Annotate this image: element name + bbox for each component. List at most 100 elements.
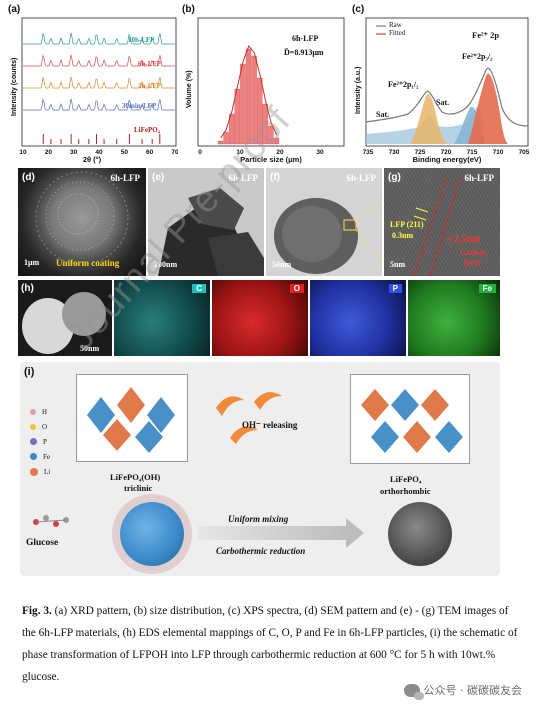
lfp-name: LiFePO₄	[390, 474, 422, 484]
panel-g-thickness: ≈ 2.5nm	[446, 234, 481, 245]
panel-g-layer2: layer	[464, 258, 482, 267]
panel-c-label: (c)	[352, 4, 365, 15]
xps-legend-raw: Raw	[389, 21, 402, 29]
size-bar	[257, 77, 263, 145]
panel-h-haadf-image: (h) 50nm	[18, 280, 112, 356]
panel-d-tag: 6h-LFP	[110, 173, 140, 183]
size-bar	[229, 113, 235, 145]
xrd-series-1: 10h-LFP	[128, 36, 155, 44]
panel-e-scale: 200nm	[154, 260, 178, 269]
wechat-badge: 公众号 · 碳碳碳友会	[403, 682, 523, 700]
eds-map-o-badge: O	[289, 284, 304, 293]
tem-e-shapes	[158, 188, 264, 276]
panel-e-label: (e)	[152, 172, 165, 183]
xps-tick-label: 735	[363, 149, 374, 156]
panel-e-tag: 6h-LFP	[228, 173, 258, 183]
xrd-trace	[23, 32, 175, 45]
size-title: 6h-LFP	[292, 34, 319, 43]
process-arrow	[198, 526, 348, 540]
legend-o: O	[30, 419, 70, 434]
xps-tick-label: 725	[415, 149, 426, 156]
lfp-crystal-box	[350, 374, 470, 464]
glucose-text: Glucose	[26, 538, 59, 548]
size-bar	[273, 137, 280, 145]
panel-f-scale: 50nm	[272, 260, 292, 269]
xps-chart: 735 730 725 720 715 710 705 Intensity (a.u.) B…	[355, 17, 530, 164]
step-mixing: Uniform mixing	[228, 514, 289, 524]
xps-fe2p: Fe²⁺ 2p	[472, 30, 500, 40]
lfpoh-crystal-icon	[87, 387, 175, 453]
xrd-tick-label: 60	[146, 149, 154, 156]
xps-xlabel: Binding energy(eV)	[413, 155, 482, 164]
xps-tick-label: 730	[389, 149, 400, 156]
xrd-tick-label: 10	[19, 149, 27, 156]
size-bar	[251, 55, 257, 145]
wechat-icon	[403, 683, 424, 700]
legend-p: P	[30, 434, 70, 449]
panel-d-label: (d)	[22, 172, 35, 183]
xps-ylabel: Intensity (a.u.)	[355, 67, 362, 114]
lfpoh-name: LiFePO₄(OH)	[110, 472, 161, 482]
xps-sat2: Sat.	[436, 98, 450, 107]
xps-tick-label: 705	[519, 149, 530, 156]
panel-c: (c) 735 730 725 720 715 710 705 Intensity (a.u…	[350, 4, 532, 164]
caption-text: (a) XRD pattern, (b) size distribution, …	[22, 605, 518, 683]
xrd-series-5: LiFePO₄	[134, 126, 160, 134]
xps-tick-label: 720	[441, 149, 452, 156]
panel-f-label: (f)	[270, 172, 280, 183]
hrtem-overlay	[413, 177, 461, 276]
eds-map-c-badge: C	[192, 284, 206, 293]
lfpoh-crystal-box	[76, 374, 188, 462]
wechat-text: 公众号 · 碳碳碳友会	[423, 684, 523, 697]
size-bar	[217, 140, 224, 145]
xrd-tick-label: 20	[45, 149, 53, 156]
figure-number: Fig. 3.	[22, 605, 52, 617]
xrd-trace	[23, 76, 175, 89]
size-fit-curve	[220, 44, 278, 139]
size-xlabel: Particle size (μm)	[240, 155, 302, 164]
panel-i-schematic: (i) H O P Fe Li LiFePO₄(OH) triclinic OH…	[20, 362, 500, 576]
panel-a-label: (a)	[8, 4, 21, 15]
lfp-particle	[388, 502, 452, 566]
size-ylabel: Volume (%)	[186, 70, 193, 108]
xrd-trace	[23, 98, 175, 111]
panel-g-layer1: Carbon	[460, 248, 487, 257]
legend-fe: Fe	[30, 449, 70, 464]
eds-map-o: O	[212, 280, 308, 356]
panel-d-note: Uniform coating	[56, 258, 120, 268]
size-bar	[268, 125, 274, 145]
xps-tick-label: 710	[493, 149, 504, 156]
panel-g-hrtem-image: (g) 6h-LFP LFP (211) 0.3nm ≈ 2.5nm Carbo…	[384, 168, 500, 276]
xps-legend-fitted: Fitted	[389, 29, 406, 37]
atom-legend: H O P Fe Li	[30, 404, 70, 479]
xps-p12: Fe²⁺2p₁/₂	[388, 80, 419, 89]
xps-p32: Fe²⁺2p₃/₂	[462, 52, 493, 61]
oh-release-text: OH⁻ releasing	[242, 420, 298, 430]
size-tick-label: 30	[316, 149, 324, 156]
eds-map-c: C	[114, 280, 210, 356]
eds-map-p-badge: P	[388, 284, 402, 293]
xrd-tick-label: 40	[95, 149, 103, 156]
panel-g-label: (g)	[388, 172, 401, 183]
panel-g-dist: 0.3nm	[392, 231, 414, 240]
size-chart: 0 10 20 30 Volume (%) Particle size (μm)	[186, 17, 345, 164]
xrd-xlabel: 2θ (°)	[83, 155, 102, 164]
size-tick-label: 0	[198, 149, 202, 156]
glucose-molecule-icon	[33, 515, 69, 527]
lfpoh-sub: triclinic	[124, 483, 153, 493]
xrd-series-2: 6h-LFP	[138, 60, 161, 68]
eds-map-fe-badge: Fe	[478, 284, 496, 293]
sem-texture	[35, 171, 129, 265]
xrd-series-3: 2h-LFP	[138, 82, 161, 90]
xrd-tick-label: 50	[121, 149, 129, 156]
panel-e-tem-image: (e) 6h-LFP 200nm	[148, 168, 264, 276]
xrd-tick-label: 70	[171, 149, 178, 156]
panel-f-tag: 6h-LFP	[346, 173, 376, 183]
xps-sat1: Sat.	[376, 110, 390, 119]
eds-map-fe: Fe	[408, 280, 500, 356]
xrd-trace	[23, 54, 175, 67]
panel-i-label: (i)	[24, 366, 35, 378]
oh-release-icon	[216, 392, 282, 444]
size-tick-label: 20	[276, 149, 284, 156]
xrd-tick-label: 30	[70, 149, 78, 156]
